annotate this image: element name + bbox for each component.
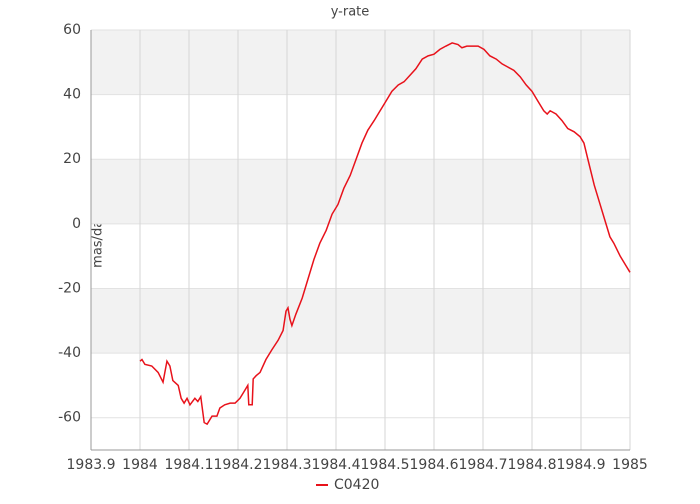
y-tick-label: 0 (72, 216, 81, 232)
legend-label: C0420 (334, 477, 379, 493)
y-axis-label: mas/day (91, 212, 106, 268)
x-tick-label: 1984 (122, 457, 158, 473)
data-line (139, 42, 631, 426)
y-tick-label: -20 (58, 280, 81, 296)
x-tick-label: 1984.8 (508, 457, 557, 473)
x-tick-label: 1984.3 (263, 457, 312, 473)
y-tick-label: 20 (63, 151, 81, 167)
chart-title: y-rate (331, 5, 370, 20)
x-tick-label: 1984.7 (459, 457, 508, 473)
y-tick-label: -40 (58, 345, 81, 361)
x-tick-label: 1984.5 (361, 457, 410, 473)
x-tick-label: 1984.4 (312, 457, 361, 473)
y-tick-label: 40 (63, 87, 81, 103)
x-tick-label: 1984.2 (214, 457, 263, 473)
x-tick-label: 1984.1 (165, 457, 214, 473)
band (91, 159, 630, 224)
y-tick-label: 60 (63, 22, 81, 38)
band (91, 288, 630, 354)
band (91, 30, 630, 95)
x-tick-label: 1984.6 (410, 457, 459, 473)
x-tick-label: 1983.9 (67, 457, 116, 473)
x-tick-label: 1984.9 (557, 457, 606, 473)
x-tick-label: 1985 (612, 457, 648, 473)
y-tick-label: -60 (58, 410, 81, 426)
